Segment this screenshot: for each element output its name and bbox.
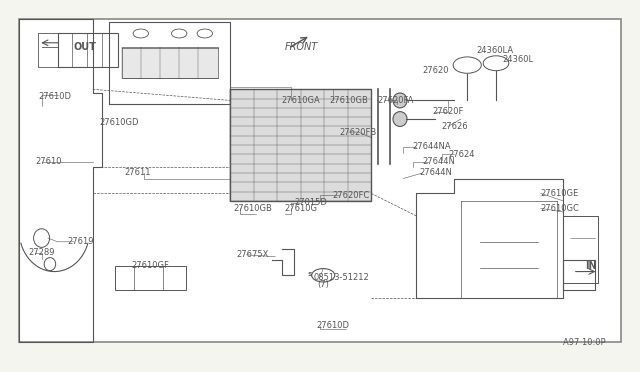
- Bar: [230, 89, 371, 201]
- Text: 27644N: 27644N: [422, 157, 455, 166]
- Text: 27626: 27626: [442, 122, 468, 131]
- Text: 27610GC: 27610GC: [541, 204, 580, 213]
- Text: 27620F: 27620F: [432, 107, 463, 116]
- Text: 27610GF: 27610GF: [131, 262, 169, 270]
- Text: 27610: 27610: [35, 157, 61, 166]
- Text: 27610GE: 27610GE: [541, 189, 579, 198]
- Text: 27610GD: 27610GD: [99, 118, 139, 127]
- Text: 27610GB: 27610GB: [234, 204, 273, 213]
- Bar: [122, 46, 218, 78]
- Text: 27624: 27624: [448, 150, 474, 159]
- Bar: [563, 216, 598, 283]
- Text: FRONT: FRONT: [285, 42, 318, 51]
- Text: 27610D: 27610D: [317, 321, 350, 330]
- Text: 27620FA: 27620FA: [378, 96, 414, 105]
- Text: 24360L: 24360L: [502, 55, 534, 64]
- Text: 27675X: 27675X: [237, 250, 269, 259]
- Text: S: S: [307, 272, 312, 277]
- Text: OUT: OUT: [74, 42, 97, 51]
- Text: A97 10:0P: A97 10:0P: [563, 338, 606, 347]
- Text: IN: IN: [586, 261, 597, 271]
- Text: 24360LA: 24360LA: [477, 46, 514, 55]
- Text: 27644N: 27644N: [419, 169, 452, 177]
- Text: 27015D: 27015D: [294, 198, 327, 207]
- Bar: [58, 33, 118, 67]
- Text: 27610GB: 27610GB: [330, 96, 369, 105]
- Text: 27619: 27619: [67, 237, 93, 246]
- Ellipse shape: [44, 257, 56, 271]
- Text: 27611: 27611: [125, 169, 151, 177]
- Ellipse shape: [393, 112, 407, 126]
- Text: 27289: 27289: [29, 248, 55, 257]
- Text: 27620FB: 27620FB: [339, 128, 376, 137]
- Text: 27610D: 27610D: [38, 92, 72, 101]
- Ellipse shape: [34, 229, 50, 247]
- Text: 27610G: 27610G: [285, 204, 318, 213]
- Text: 27620: 27620: [422, 66, 449, 75]
- Text: 27620FC: 27620FC: [333, 191, 370, 200]
- Text: 27610GA: 27610GA: [282, 96, 321, 105]
- Bar: [19, 19, 621, 342]
- Bar: [115, 266, 186, 290]
- Ellipse shape: [393, 93, 407, 108]
- Text: (7): (7): [317, 280, 329, 289]
- Text: 27644NA: 27644NA: [413, 142, 451, 151]
- Text: 08513-51212: 08513-51212: [314, 273, 369, 282]
